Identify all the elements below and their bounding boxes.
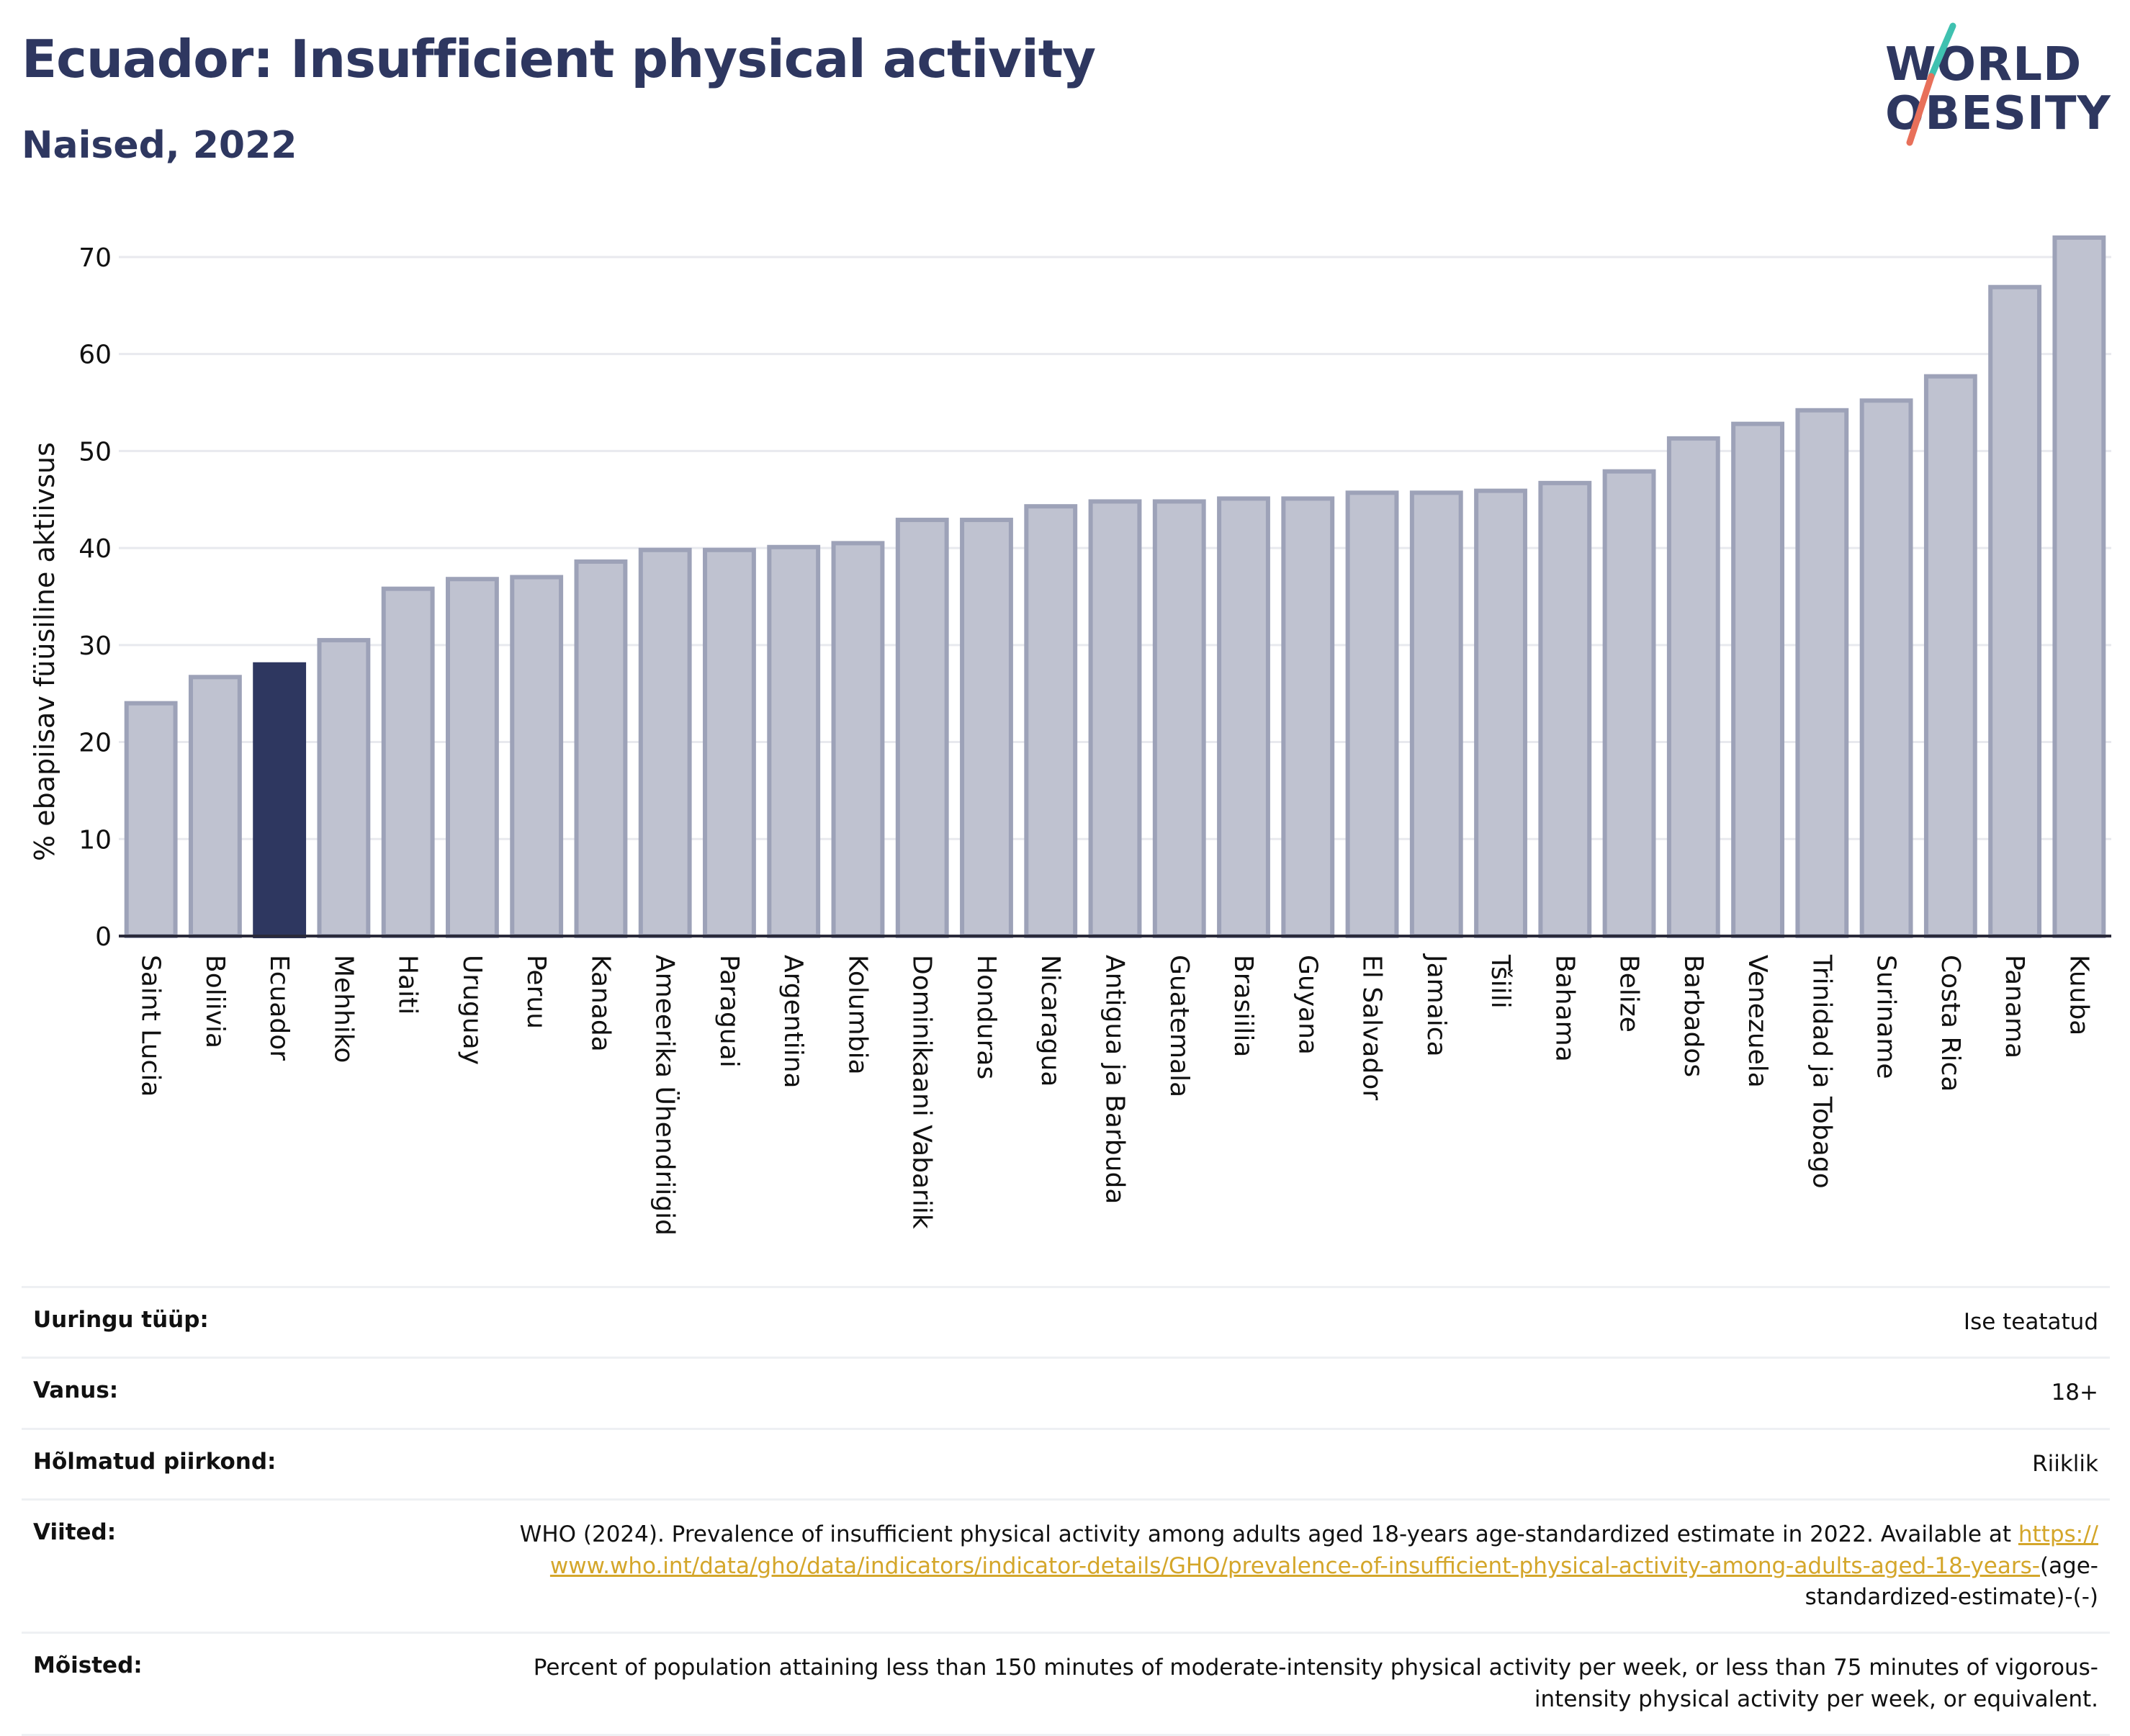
meta-row-definitions: Mõisted: Percent of population attaining… — [22, 1632, 2110, 1736]
x-tick-label: Costa Rica — [1936, 955, 1965, 1092]
page-subtitle: Naised, 2022 — [22, 124, 297, 167]
x-tick-label: Honduras — [971, 955, 1001, 1079]
meta-label-age: Vanus: — [33, 1377, 119, 1404]
y-tick-label: 20 — [78, 729, 112, 758]
x-tick-label: Ameerika Ühendriigid — [650, 955, 680, 1236]
x-tick-label: Saint Lucia — [136, 955, 166, 1097]
x-tick-label: Belize — [1614, 955, 1644, 1033]
x-tick-label: Guatemala — [1164, 955, 1194, 1097]
logo-line-1: WORLD — [1885, 38, 2082, 91]
reference-text: WHO (2024). Prevalence of insufficient p… — [519, 1521, 2012, 1548]
page-title: Ecuador: Insufficient physical activity — [22, 29, 1096, 89]
meta-row: Uuringu tüüp: Ise teatatud — [22, 1286, 2110, 1357]
meta-row-references: Viited: WHO (2024). Prevalence of insuff… — [22, 1498, 2110, 1632]
bar — [1409, 490, 1463, 938]
bar — [1152, 499, 1206, 938]
meta-value-definitions: Percent of population attaining less tha… — [533, 1655, 2098, 1712]
bar — [446, 577, 499, 938]
bar — [960, 518, 1013, 938]
x-tick-label: Dominikaani Vabariik — [907, 955, 937, 1229]
bar-chart: 0 10 20 30 40 50 60 70 % ebapiisav füüsiline akt… — [29, 235, 2111, 1236]
x-tick-label: Mehhiko — [328, 955, 358, 1063]
x-tick-label: Kolumbia — [842, 955, 872, 1075]
y-tick-label: 30 — [78, 631, 112, 661]
x-tick-label: Tšiili — [1486, 954, 1515, 1009]
meta-value-references: WHO (2024). Prevalence of insufficient p… — [514, 1519, 2098, 1613]
bar — [124, 701, 178, 939]
y-tick-label: 10 — [78, 825, 112, 855]
x-tick-label: Uruguay — [457, 955, 487, 1065]
bar — [895, 518, 949, 938]
bar — [574, 559, 628, 938]
y-tick-label: 70 — [78, 243, 112, 273]
bar — [1024, 504, 1078, 938]
y-axis-label: % ebapiisav füüsiline aktiivsus — [29, 442, 60, 861]
bar — [1602, 469, 1656, 938]
x-tick-label: Bahama — [1550, 955, 1579, 1062]
y-tick-label: 50 — [78, 437, 112, 467]
bar — [1474, 488, 1527, 938]
bar — [1088, 499, 1142, 938]
x-tick-label: El Salvador — [1357, 955, 1387, 1100]
meta-label-survey-type: Uuringu tüüp: — [33, 1307, 209, 1333]
meta-value-coverage: Riiklik — [2032, 1450, 2098, 1477]
x-tick-label: Antigua ja Barbuda — [1100, 955, 1130, 1204]
bar — [2052, 235, 2106, 938]
x-tick-label: Boliivia — [200, 955, 230, 1048]
x-tick-label: Trinidad ja Tobago — [1807, 954, 1836, 1189]
x-tick-label: Venezuela — [1743, 955, 1772, 1088]
meta-label-coverage: Hõlmatud piirkond: — [33, 1448, 277, 1475]
bar — [1538, 480, 1592, 938]
bar — [638, 547, 692, 938]
x-tick-label: Jamaica — [1421, 953, 1451, 1057]
bar — [831, 541, 885, 938]
x-tick-label: Barbados — [1679, 955, 1708, 1077]
reference-link[interactable]: https://www.who.int/data/gho/data/indica… — [549, 1521, 2098, 1579]
x-tick-label: Ecuador — [264, 955, 294, 1061]
x-tick-label: Paraguai — [714, 955, 744, 1068]
bar — [188, 675, 242, 939]
bar — [1731, 421, 1784, 938]
world-obesity-logo[interactable]: WORLD OBESITY — [1872, 20, 2111, 150]
bar — [1795, 408, 1849, 938]
bar — [1859, 398, 1913, 938]
bar — [253, 662, 307, 938]
x-tick-label: Argentiina — [778, 955, 808, 1089]
meta-label-definitions: Mõisted: — [33, 1652, 143, 1679]
bar — [1345, 490, 1399, 938]
y-tick-label: 0 — [95, 922, 112, 952]
bar — [381, 586, 435, 938]
bar — [703, 547, 756, 938]
meta-label-references: Viited: — [33, 1519, 117, 1546]
x-tick-label: Haiti — [393, 955, 423, 1015]
bar — [1923, 374, 1977, 938]
meta-value-survey-type: Ise teatatud — [1963, 1309, 2098, 1335]
bar — [510, 575, 564, 938]
reference-suffix: (age-standardized-estimate)-(-) — [1805, 1552, 2098, 1610]
bar — [767, 544, 821, 938]
meta-value-age: 18+ — [2051, 1380, 2098, 1406]
x-tick-label: Suriname — [1871, 955, 1901, 1079]
x-tick-label: Peruu — [521, 955, 551, 1029]
x-tick-label: Brasiilia — [1228, 955, 1258, 1057]
bar — [1666, 436, 1720, 938]
bar — [1217, 496, 1270, 938]
x-tick-label: Panama — [2000, 955, 2029, 1058]
bar — [1988, 284, 2042, 939]
logo-slash-icon — [1906, 22, 1956, 146]
y-tick-label: 40 — [78, 534, 112, 564]
x-tick-label: Kanada — [585, 955, 615, 1052]
bar — [1281, 496, 1335, 938]
y-tick-label: 60 — [78, 341, 112, 370]
x-tick-label: Guyana — [1293, 955, 1322, 1055]
meta-row: Vanus: 18+ — [22, 1357, 2110, 1427]
x-tick-label: Nicaragua — [1035, 955, 1065, 1087]
x-tick-label: Kuuba — [2064, 955, 2093, 1035]
bar — [317, 638, 371, 938]
meta-row: Hõlmatud piirkond: Riiklik — [22, 1427, 2110, 1498]
metadata-table: Uuringu tüüp: Ise teatatud Vanus: 18+ Hõ… — [22, 1286, 2110, 1736]
